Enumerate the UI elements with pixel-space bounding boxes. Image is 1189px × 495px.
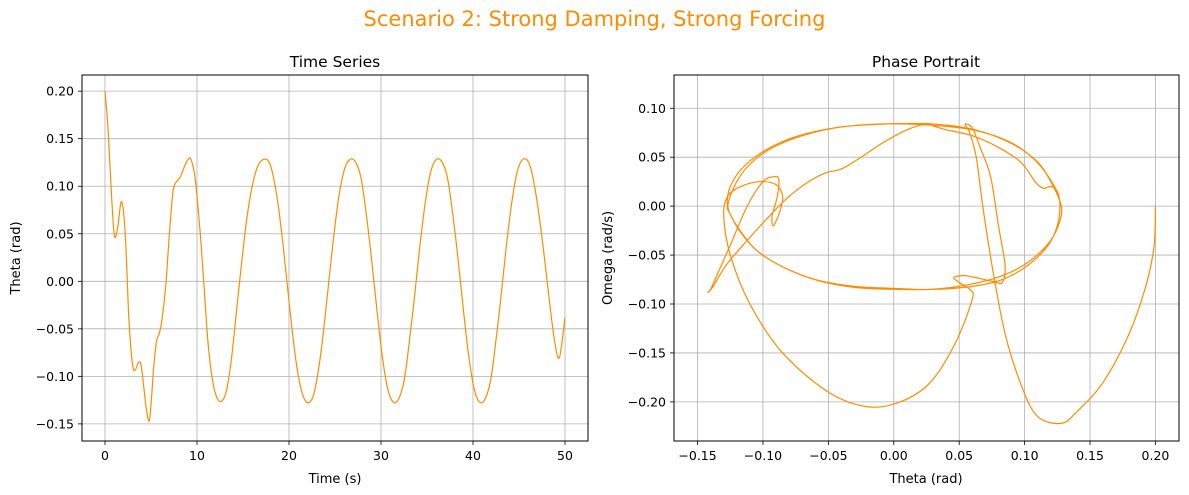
- phase-portrait-lines: [707, 122, 1157, 425]
- time-series-ytick-label: 0.00: [46, 274, 74, 289]
- time-series-lines: [104, 91, 566, 422]
- phase-portrait-ticks: −0.15 −0.10 −0.05 0.00 0.05 0.10 0.15 0.20 −0.20…: [628, 101, 1170, 463]
- time-series-ytick-label: 0.20: [46, 84, 74, 99]
- time-series-xtick-label: 30: [373, 448, 389, 463]
- phase-portrait-title: Phase Portrait: [872, 53, 980, 71]
- time-series-ticks: 0 10 20 30 40 50 −0.15 −0.10 −0.05 0.00 0.05 0.10 0.…: [36, 84, 573, 463]
- phase-portrait-xtick-label: 0.15: [1076, 448, 1104, 463]
- time-series-xtick-label: 50: [557, 448, 573, 463]
- phase-portrait-ytick-label: 0.00: [638, 199, 666, 214]
- phase-portrait-xtick-label: 0.05: [945, 448, 973, 463]
- time-series-xtick-label: 40: [465, 448, 481, 463]
- time-series-title: Time Series: [289, 53, 381, 71]
- phase-portrait-xtick-label: 0.10: [1011, 448, 1039, 463]
- time-series-ytick-label: 0.10: [46, 179, 74, 194]
- time-series-series-line-0: [104, 91, 566, 422]
- phase-portrait-series-line-0: [707, 122, 1157, 425]
- time-series-axes: Time Series 0 10 20 30 40 50 −0.15 −0.10 −0.05 0.…: [9, 53, 589, 487]
- time-series-ytick-label: 0.15: [46, 131, 74, 146]
- phase-portrait-ylabel: Omega (rad/s): [601, 211, 616, 305]
- time-series-ytick-label: 0.05: [46, 226, 74, 241]
- phase-portrait-ytick-label: −0.15: [628, 345, 666, 360]
- phase-portrait-xlabel: Theta (rad): [888, 472, 962, 487]
- time-series-ylabel: Theta (rad): [9, 221, 24, 295]
- time-series-frame: [81, 74, 589, 442]
- time-series-ytick-label: −0.15: [36, 416, 74, 431]
- phase-portrait-xtick-label: 0.20: [1142, 448, 1170, 463]
- figure-suptitle: Scenario 2: Strong Damping, Strong Forci…: [364, 7, 826, 31]
- phase-portrait-frame: [673, 74, 1180, 442]
- time-series-xtick-label: 0: [101, 448, 109, 463]
- time-series-ytick-label: −0.10: [36, 369, 74, 384]
- phase-portrait-ytick-label: −0.10: [628, 296, 666, 311]
- phase-portrait-ytick-label: 0.10: [638, 101, 666, 116]
- phase-portrait-ytick-label: 0.05: [638, 150, 666, 165]
- phase-portrait-ytick-label: −0.20: [628, 394, 666, 409]
- time-series-grid: [82, 75, 588, 441]
- phase-portrait-xtick-label: −0.15: [678, 448, 716, 463]
- time-series-xlabel: Time (s): [308, 472, 362, 487]
- phase-portrait-ytick-label: −0.05: [628, 248, 666, 263]
- phase-portrait-axes: Phase Portrait −0.15 −0.10 −0.05 0.00 0.05 0.…: [601, 53, 1180, 487]
- time-series-xtick-label: 10: [189, 448, 205, 463]
- time-series-xtick-label: 20: [281, 448, 297, 463]
- time-series-ytick-label: −0.05: [36, 321, 74, 336]
- phase-portrait-xtick-label: −0.10: [744, 448, 782, 463]
- phase-portrait-xtick-label: −0.05: [809, 448, 847, 463]
- phase-portrait-xtick-label: 0.00: [880, 448, 908, 463]
